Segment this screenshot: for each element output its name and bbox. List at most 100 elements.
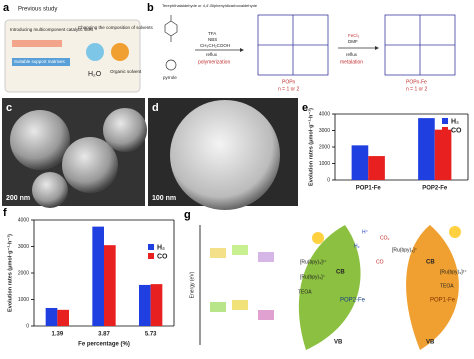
y-axis-label: Evolution rates (μmol·g⁻¹·h⁻¹): [307, 108, 314, 186]
y-tick-label: 1000: [319, 161, 330, 167]
layer: [12, 40, 62, 47]
caption: CB: [426, 260, 435, 266]
caption: Terephthalaldehyde or 4,4'-Biphenyldicar…: [162, 3, 258, 8]
caption: TEOA: [440, 283, 454, 289]
x-tick-label: 1.39: [51, 332, 63, 338]
legend-swatch: [442, 118, 448, 124]
caption: [Ru(bpy)₃]²⁺: [440, 269, 467, 275]
band: [232, 300, 248, 310]
caption: CH₃CH₂COOH: [200, 43, 230, 48]
sphere: [103, 108, 147, 152]
band: [210, 248, 226, 258]
caption: [Ru(bpy)₃]⁺: [392, 247, 418, 253]
drop: [111, 43, 129, 61]
panel-title: Previous study: [18, 7, 57, 13]
caption: reflux: [346, 52, 358, 57]
caption: NBS: [208, 37, 217, 42]
sphere: [170, 100, 280, 210]
caption: reflux: [206, 52, 218, 57]
caption: Introducing multicomponent catalytic sit…: [10, 27, 94, 32]
panel-label: c: [6, 102, 12, 114]
bar: [150, 284, 163, 326]
caption: TFA: [208, 31, 216, 36]
leaf: [298, 225, 361, 350]
caption: Changing the composition of solvents: [78, 25, 154, 30]
bar: [418, 118, 435, 180]
caption: H⁺: [362, 229, 369, 235]
bar: [45, 307, 58, 326]
bar: [57, 309, 69, 326]
caption: Suitable support matrixes: [14, 59, 66, 64]
y-tick-label: 2000: [18, 270, 29, 276]
sun: [312, 232, 324, 244]
legend-swatch: [442, 127, 448, 133]
bar: [434, 129, 452, 180]
scale-bar: 100 nm: [152, 195, 176, 202]
legend-label: CO: [451, 127, 462, 134]
legend-label: CO: [157, 253, 168, 260]
bar: [139, 284, 151, 326]
y-tick-label: 3000: [18, 244, 29, 250]
caption: VB: [334, 340, 343, 346]
panel-label: f: [3, 207, 7, 219]
leaf: [406, 225, 459, 350]
caption: polymerization: [198, 59, 230, 65]
structure: [164, 15, 178, 42]
arrowhead: [240, 48, 244, 52]
caption: CO: [376, 259, 384, 265]
structure: [165, 59, 177, 71]
band: [210, 302, 226, 312]
bar: [351, 145, 369, 180]
panel-label: a: [3, 2, 10, 14]
caption: [Ru(bpy)₃]²⁺: [300, 259, 327, 265]
legend-swatch: [148, 253, 154, 259]
y-tick-label: 0: [26, 323, 29, 329]
caption: FeCl₃: [348, 33, 360, 38]
y-tick-label: 4000: [18, 217, 29, 223]
y-tick-label: 2000: [319, 144, 330, 150]
legend-swatch: [148, 244, 154, 250]
caption: POP1-Fe: [430, 298, 456, 304]
legend-label: H₂: [157, 244, 165, 251]
caption: pyrrole: [163, 75, 177, 80]
caption: POPn: [282, 79, 296, 85]
y-tick-label: 1000: [18, 297, 29, 303]
x-axis-label: Fe percentage (%): [78, 342, 130, 348]
scale-bar: 200 nm: [6, 195, 30, 202]
y-axis-label: Evolution rates (μmol·g⁻¹·h⁻¹): [6, 234, 13, 312]
panel-label: b: [147, 2, 154, 14]
x-tick-label: POP1-Fe: [356, 186, 382, 192]
caption: Organic solvent: [110, 69, 142, 74]
caption: [Ru(bpy)₃]⁺: [300, 274, 326, 280]
caption: n = 1 or 2: [278, 86, 299, 92]
caption: TEOA: [298, 289, 312, 295]
caption: CB: [336, 270, 345, 276]
caption: CO₂: [380, 235, 390, 241]
bar: [104, 245, 116, 326]
panel-g: g Energy (eV) POP2-Fe POP1-Fe CB VB CB V…: [184, 209, 467, 350]
panel-d: d 100 nm: [148, 98, 298, 210]
y-tick-label: 0: [327, 177, 330, 183]
caption: H₂: [354, 243, 360, 249]
band: [258, 310, 274, 320]
bar: [368, 156, 385, 180]
x-tick-label: 3.87: [98, 332, 110, 338]
legend-label: H₂: [451, 118, 459, 125]
panel-a: a Previous study Introducing multicompon…: [3, 2, 154, 93]
sphere: [32, 172, 68, 208]
caption: n = 1 or 2: [406, 86, 427, 92]
caption: metalation: [340, 59, 363, 65]
framework: [257, 14, 456, 76]
caption: H₂O: [88, 71, 102, 78]
sphere: [62, 137, 118, 193]
y-tick-label: 4000: [319, 111, 330, 117]
caption: POPn-Fe: [406, 79, 427, 85]
bar: [92, 226, 104, 326]
panel-b: b Terephthalaldehyde or 4,4'-Biphenyldic…: [147, 2, 456, 92]
x-tick-label: 5.73: [145, 332, 157, 338]
sun: [449, 226, 461, 238]
axis-label: Energy (eV): [189, 271, 195, 298]
caption: VB: [426, 340, 435, 346]
y-tick-label: 3000: [319, 128, 330, 134]
